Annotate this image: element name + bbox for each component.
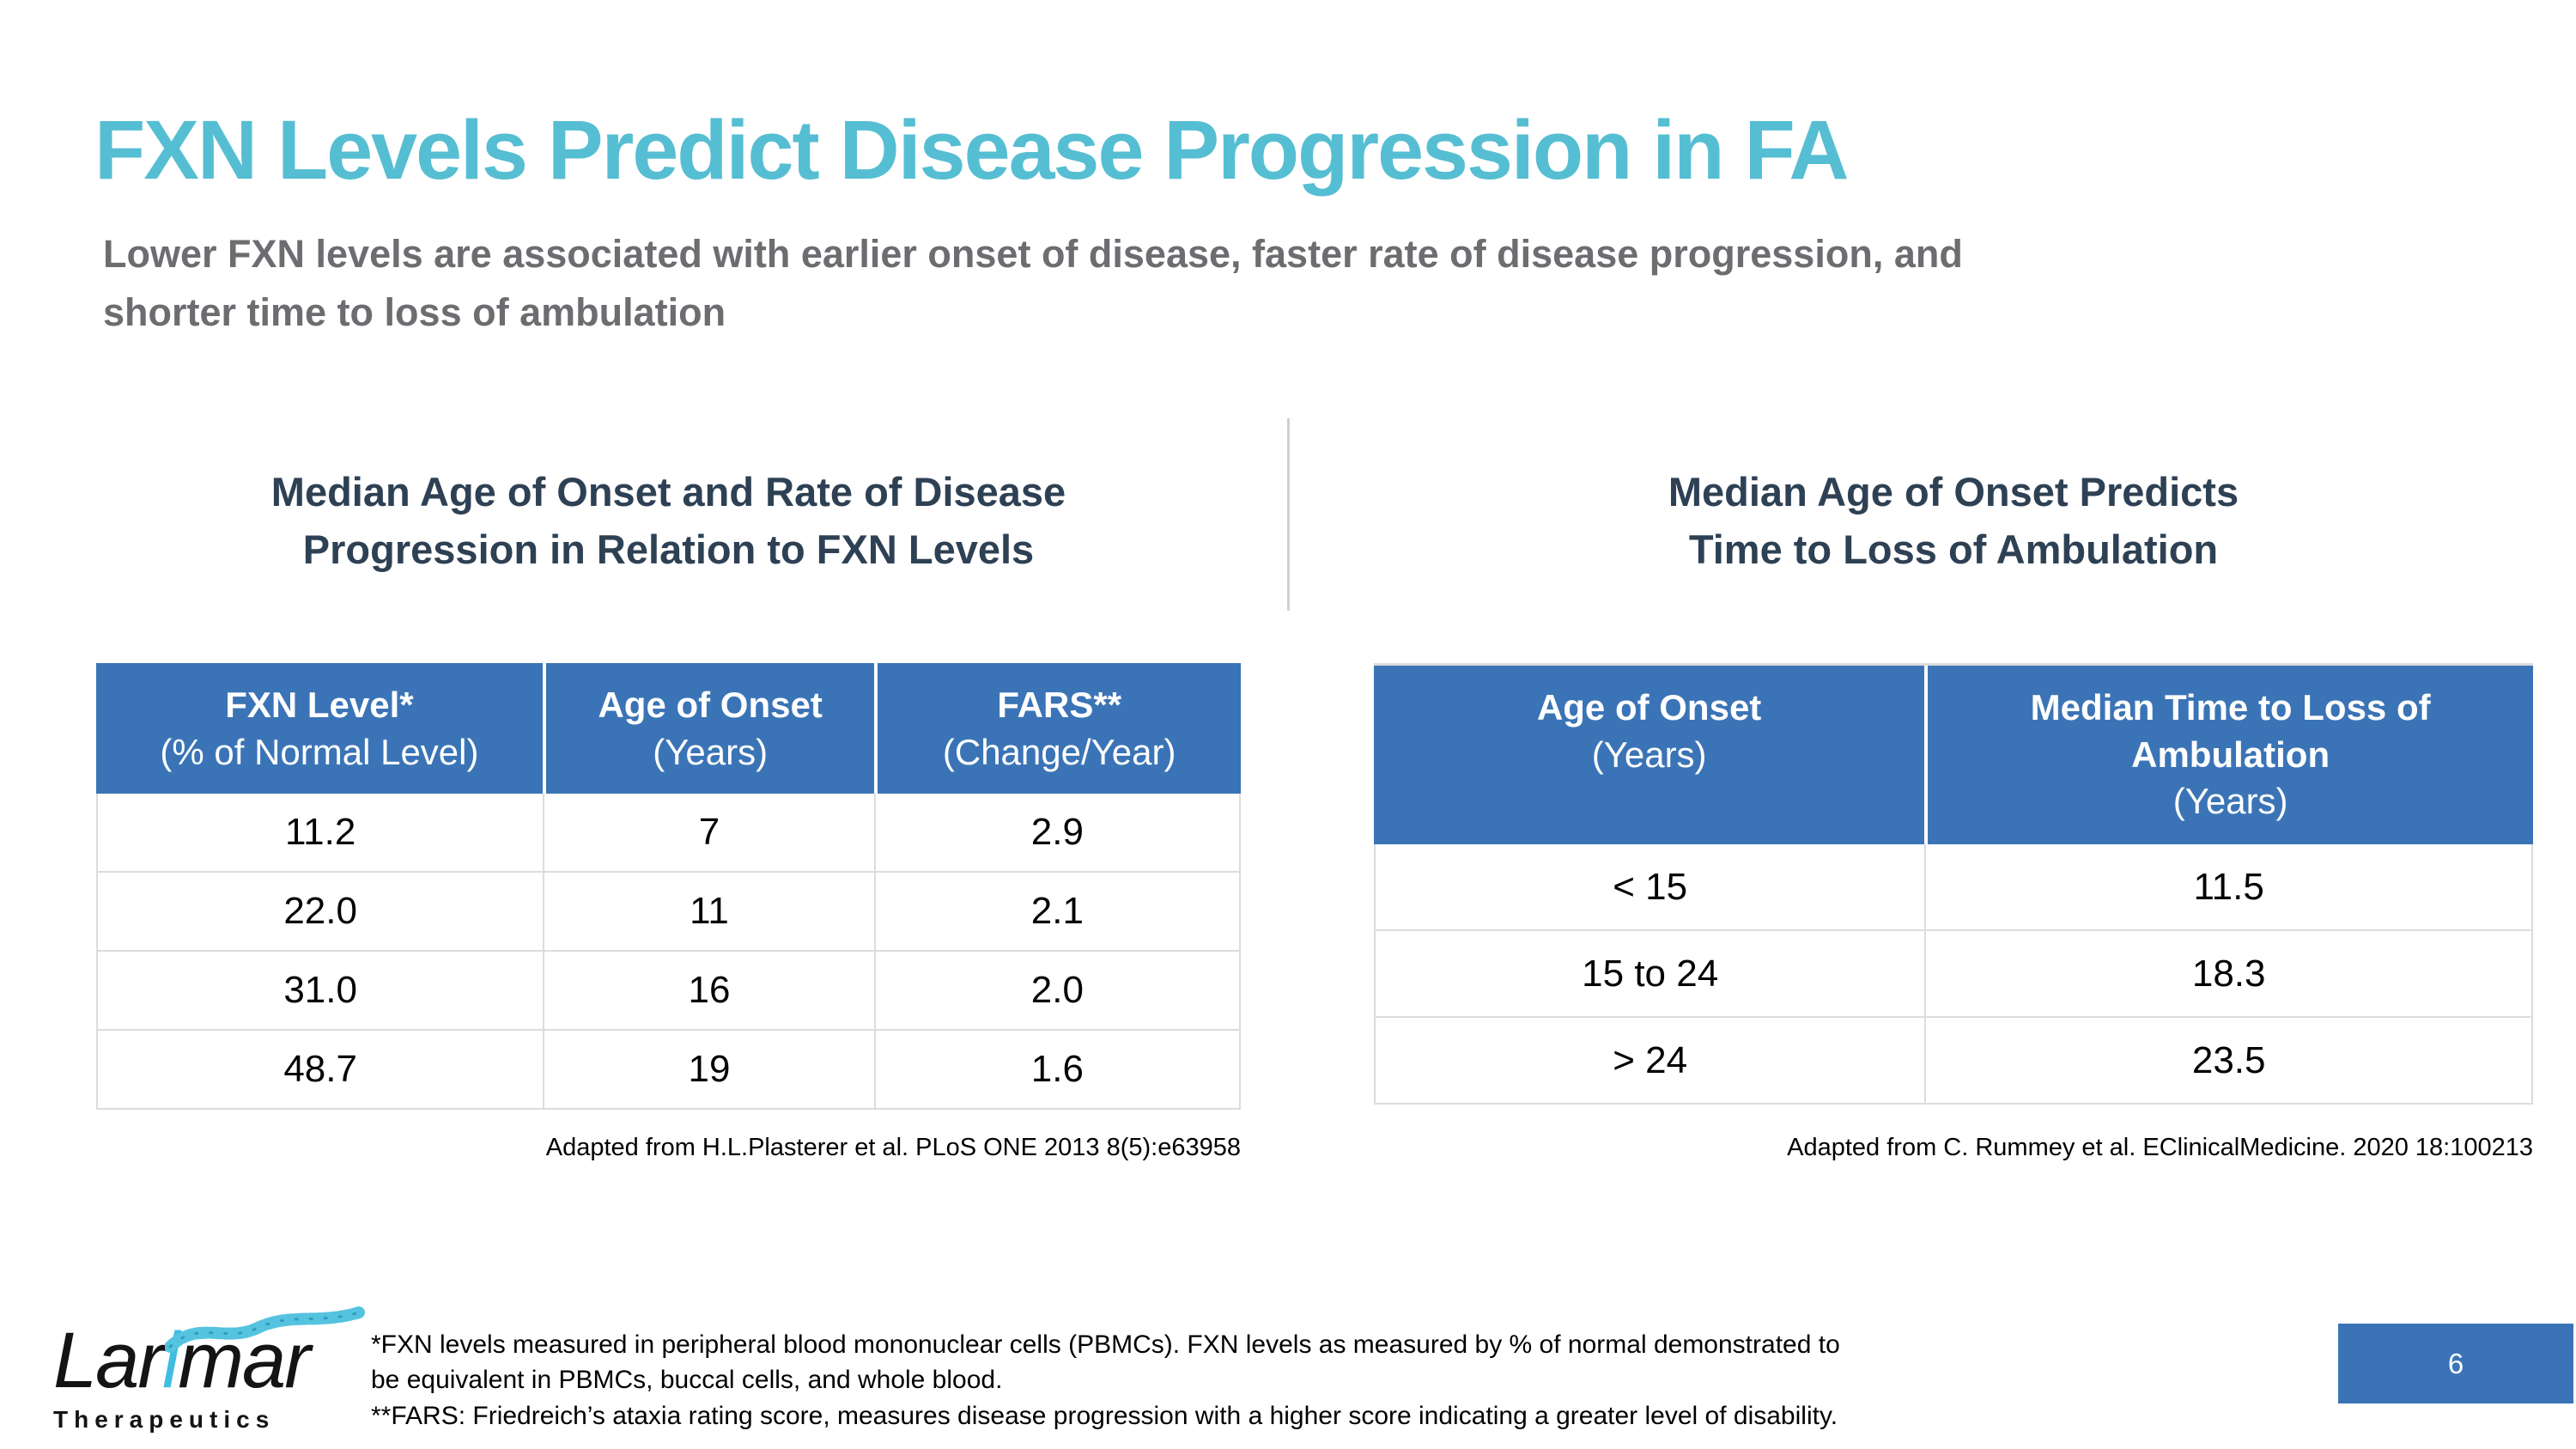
- table-cell: 48.7: [283, 1048, 357, 1090]
- header-cell-fars: FARS** (Change/Year): [874, 663, 1241, 794]
- ambulation-table-header: Age of Onset (Years) Median Time to Loss…: [1374, 666, 2533, 844]
- page-title: FXN Levels Predict Disease Progression i…: [94, 103, 1849, 197]
- subtitle-line: shorter time to loss of ambulation: [103, 289, 726, 334]
- table-cell: 11.5: [1924, 844, 2531, 929]
- header-subtitle: (Years): [653, 731, 769, 772]
- header-subtitle: (% of Normal Level): [160, 731, 479, 772]
- header-subtitle: (Years): [1591, 734, 1707, 775]
- table-row: < 15 11.5: [1376, 844, 2531, 929]
- logo-subtext: Therapeutics: [53, 1405, 276, 1433]
- ambulation-table: Age of Onset (Years) Median Time to Loss…: [1374, 663, 2533, 1105]
- table-cell: 1.6: [873, 1031, 1239, 1108]
- table-row: 48.7 19 1.6: [98, 1029, 1239, 1108]
- table-cell: 2.9: [873, 794, 1239, 871]
- larimar-logo-wordmark: Larimar: [53, 1306, 365, 1404]
- header-subtitle: (Years): [2172, 781, 2288, 822]
- table-cell: 2.0: [873, 952, 1239, 1029]
- footnote-line: *FXN levels measured in peripheral blood…: [371, 1330, 1840, 1359]
- slide-subtitle: Lower FXN levels are associated with ear…: [103, 225, 1963, 341]
- ambulation-table-body: < 15 11.5 15 to 24 18.3 > 24 23.5: [1374, 844, 2533, 1105]
- header-title: Median Time to Loss of: [2030, 687, 2431, 728]
- table-cell: 7: [543, 794, 873, 871]
- header-cell-median-time: Median Time to Loss of Ambulation (Years…: [1924, 666, 2533, 844]
- header-title: Age of Onset: [1536, 687, 1762, 728]
- table-cell: 22.0: [283, 890, 357, 932]
- header-cell-age-of-onset: Age of Onset (Years): [542, 663, 875, 794]
- left-panel-heading: Median Age of Onset and Rate of Disease …: [96, 464, 1241, 578]
- right-attribution: Adapted from C. Rummey et al. EClinicalM…: [1787, 1134, 2533, 1161]
- heading-line: Median Age of Onset Predicts: [1668, 469, 2239, 514]
- logo-text-lar: Lar: [53, 1317, 164, 1404]
- left-attribution: Adapted from H.L.Plasterer et al. PLoS O…: [545, 1134, 1241, 1161]
- fxn-levels-table: FXN Level* (% of Normal Level) Age of On…: [96, 663, 1241, 1110]
- header-cell-fxn-level: FXN Level* (% of Normal Level): [96, 663, 543, 794]
- heading-line: Time to Loss of Ambulation: [1688, 526, 2219, 572]
- helix-ribbon-icon: [165, 1306, 365, 1353]
- page-number-badge: 6: [2338, 1324, 2573, 1403]
- right-panel-heading: Median Age of Onset Predicts Time to Los…: [1374, 464, 2533, 578]
- header-title: Age of Onset: [598, 685, 823, 725]
- page-number: 6: [2447, 1347, 2464, 1379]
- fxn-levels-table-header: FXN Level* (% of Normal Level) Age of On…: [96, 663, 1241, 794]
- table-cell: 15 to 24: [1582, 952, 1719, 995]
- table-cell: 11.2: [284, 811, 356, 853]
- header-title: Ambulation: [2131, 734, 2330, 775]
- table-cell: 11: [543, 873, 873, 950]
- table-row: 15 to 24 18.3: [1376, 929, 2531, 1016]
- larimar-logo: Larimar Therapeutics: [53, 1306, 365, 1434]
- table-row: 31.0 16 2.0: [98, 950, 1239, 1029]
- table-row: > 24 23.5: [1376, 1016, 2531, 1103]
- table-row: 11.2 7 2.9: [98, 794, 1239, 871]
- header-title: FARS**: [997, 685, 1122, 725]
- table-cell: < 15: [1613, 865, 1688, 908]
- table-cell: 16: [543, 952, 873, 1029]
- header-subtitle: (Change/Year): [942, 731, 1176, 772]
- header-title: FXN Level*: [225, 685, 414, 725]
- section-divider: [1287, 418, 1290, 611]
- table-row: 22.0 11 2.1: [98, 871, 1239, 950]
- table-cell: 19: [543, 1031, 873, 1108]
- header-cell-age-of-onset: Age of Onset (Years): [1374, 666, 1924, 844]
- fxn-levels-table-body: 11.2 7 2.9 22.0 11 2.1 31.0 16 2.0 48.7 …: [96, 794, 1241, 1110]
- footnote-line: **FARS: Friedreich’s ataxia rating score…: [371, 1401, 1838, 1430]
- footnote-line: be equivalent in PBMCs, buccal cells, an…: [371, 1366, 1003, 1395]
- table-cell: 18.3: [1924, 931, 2531, 1016]
- table-cell: 2.1: [873, 873, 1239, 950]
- subtitle-line: Lower FXN levels are associated with ear…: [103, 232, 1963, 276]
- table-cell: 31.0: [283, 969, 357, 1011]
- heading-line: Progression in Relation to FXN Levels: [302, 526, 1035, 572]
- table-cell: 23.5: [1924, 1018, 2531, 1103]
- footnotes: *FXN levels measured in peripheral blood…: [371, 1327, 1840, 1434]
- heading-line: Median Age of Onset and Rate of Disease: [270, 469, 1066, 514]
- table-cell: > 24: [1613, 1038, 1688, 1081]
